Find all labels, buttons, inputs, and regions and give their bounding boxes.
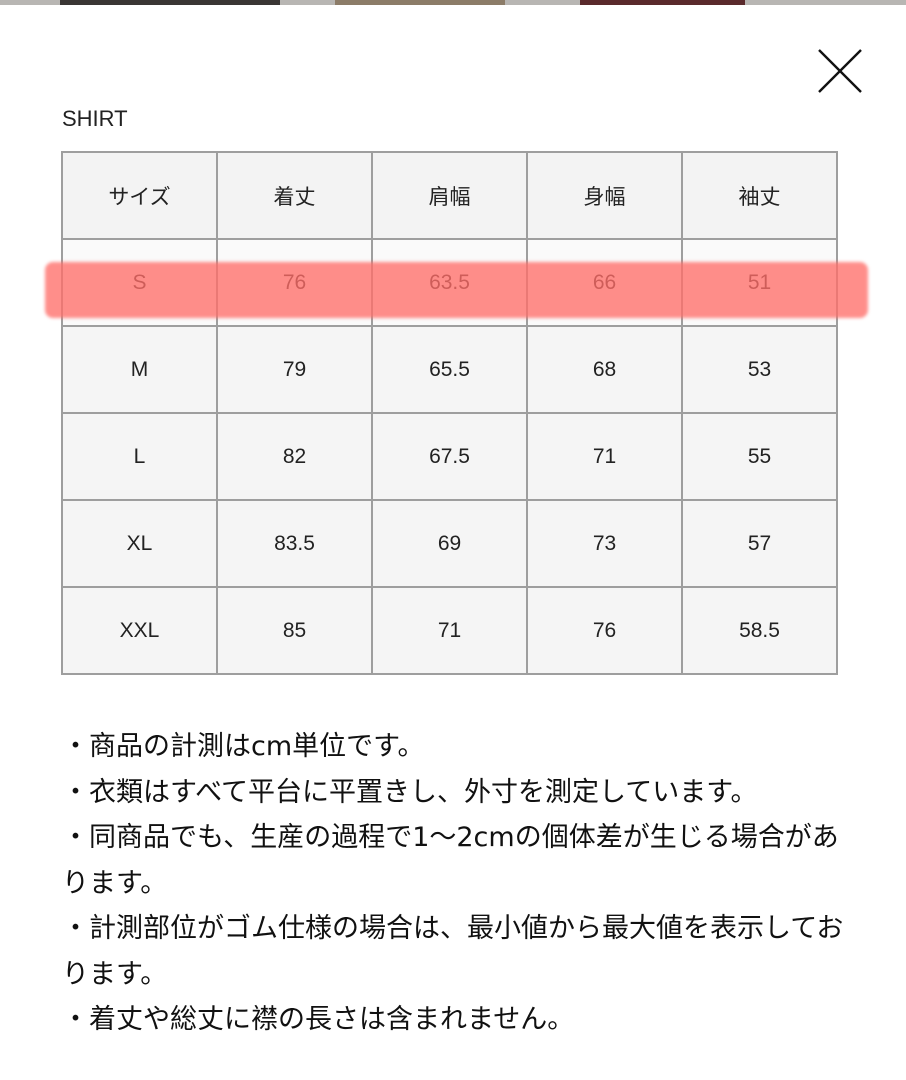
table-row: XXL 85 71 76 58.5 xyxy=(61,586,838,675)
note-item: ・商品の計測はcm単位です。 xyxy=(62,731,425,762)
table-cell: 63.5 xyxy=(371,238,528,327)
header-cell: 着丈 xyxy=(216,151,373,240)
table-cell: 85 xyxy=(216,586,373,675)
table-cell: 79 xyxy=(216,325,373,414)
table-cell: 71 xyxy=(371,586,528,675)
table-header-row: サイズ 着丈 肩幅 身幅 袖丈 xyxy=(61,151,838,240)
table-cell: 69 xyxy=(371,499,528,588)
table-cell: 82 xyxy=(216,412,373,501)
table-cell: M xyxy=(61,325,218,414)
note-item: ・着丈や総丈に襟の長さは含まれません。 xyxy=(62,1004,575,1035)
size-chart-table: サイズ 着丈 肩幅 身幅 袖丈 S 76 63.5 66 51 M 79 65.… xyxy=(61,151,838,675)
table-cell: 76 xyxy=(526,586,683,675)
measurement-notes: ・商品の計測はcm単位です。 ・衣類はすべて平台に平置きし、外寸を測定しています… xyxy=(62,724,862,1043)
background-page-strip xyxy=(0,0,906,5)
note-item: ・計測部位がゴム仕様の場合は、最小値から最大値を表示しております。 xyxy=(62,913,844,990)
table-cell: 65.5 xyxy=(371,325,528,414)
table-cell: 51 xyxy=(681,238,838,327)
table-cell: 73 xyxy=(526,499,683,588)
note-item: ・同商品でも、生産の過程で1〜2cmの個体差が生じる場合があります。 xyxy=(62,822,839,899)
table-cell: XL xyxy=(61,499,218,588)
table-cell: 76 xyxy=(216,238,373,327)
header-cell: サイズ xyxy=(61,151,218,240)
header-cell: 肩幅 xyxy=(371,151,528,240)
table-row: S 76 63.5 66 51 xyxy=(61,238,838,327)
table-row: XL 83.5 69 73 57 xyxy=(61,499,838,588)
table-cell: XXL xyxy=(61,586,218,675)
close-button[interactable] xyxy=(815,47,865,95)
close-x-icon xyxy=(818,49,862,93)
table-cell: 66 xyxy=(526,238,683,327)
table-cell: 53 xyxy=(681,325,838,414)
modal-title: SHIRT xyxy=(62,106,128,131)
table-cell: 57 xyxy=(681,499,838,588)
table-cell: 55 xyxy=(681,412,838,501)
table-cell: 83.5 xyxy=(216,499,373,588)
table-row: M 79 65.5 68 53 xyxy=(61,325,838,414)
table-cell: 71 xyxy=(526,412,683,501)
table-cell: 68 xyxy=(526,325,683,414)
header-cell: 身幅 xyxy=(526,151,683,240)
note-item: ・衣類はすべて平台に平置きし、外寸を測定しています。 xyxy=(62,776,758,808)
table-row: L 82 67.5 71 55 xyxy=(61,412,838,501)
table-cell: L xyxy=(61,412,218,501)
table-cell: 67.5 xyxy=(371,412,528,501)
table-cell: 58.5 xyxy=(681,586,838,675)
header-cell: 袖丈 xyxy=(681,151,838,240)
table-cell: S xyxy=(61,238,218,327)
